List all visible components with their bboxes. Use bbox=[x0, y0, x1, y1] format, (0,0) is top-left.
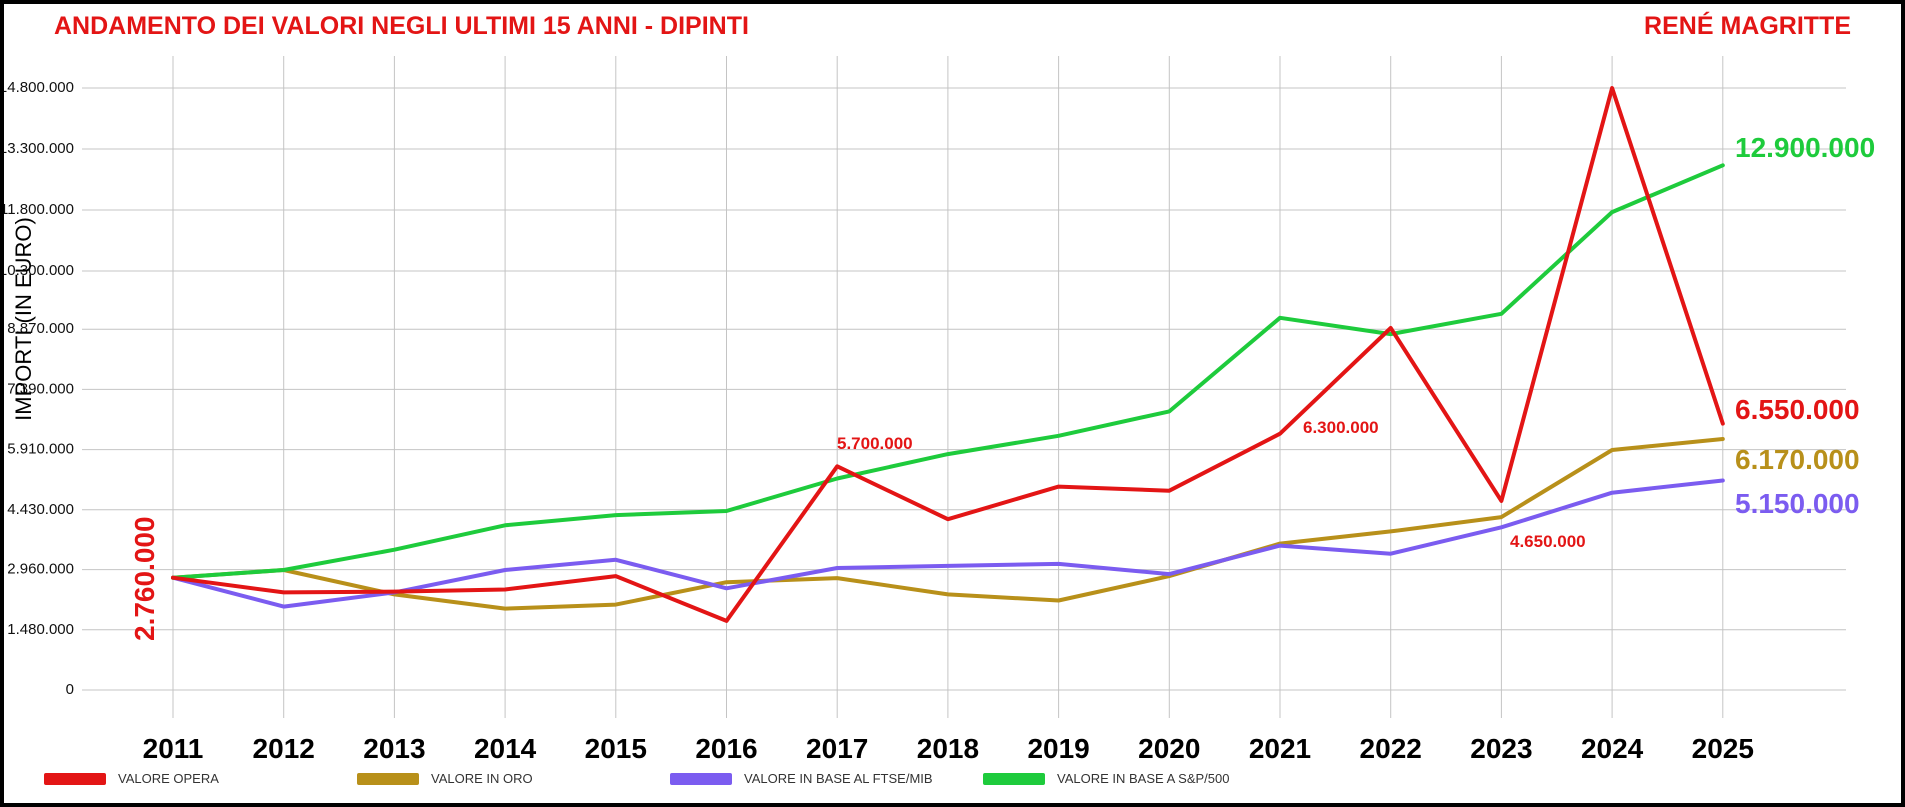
x-tick-label: 2022 bbox=[1360, 733, 1422, 764]
x-tick-label: 2023 bbox=[1470, 733, 1532, 764]
data-label: 6.170.000 bbox=[1735, 444, 1860, 475]
legend-label: VALORE OPERA bbox=[118, 771, 219, 786]
chart-frame: ANDAMENTO DEI VALORI NEGLI ULTIMI 15 ANN… bbox=[4, 4, 1901, 803]
legend-swatch bbox=[44, 772, 106, 785]
legend-label: VALORE IN BASE AL FTSE/MIB bbox=[744, 771, 933, 786]
y-tick-label: 0 bbox=[66, 681, 74, 698]
legend-label: VALORE IN ORO bbox=[431, 771, 533, 786]
y-tick-label: 13.300.000 bbox=[4, 140, 74, 157]
x-axis-ticks: 2011 2012 2013 2014 2015 2016 2017 2018 2019 2020… bbox=[143, 733, 1754, 764]
y-tick-label: 11.800.000 bbox=[4, 201, 74, 218]
y-tick-label: 1.480.000 bbox=[7, 621, 74, 638]
x-tick-label: 2021 bbox=[1249, 733, 1311, 764]
x-tick-label: 2018 bbox=[917, 733, 979, 764]
legend-swatch bbox=[357, 772, 419, 785]
grid bbox=[82, 56, 1846, 718]
data-label: 5.150.000 bbox=[1735, 488, 1860, 519]
series-line bbox=[171, 478, 1725, 609]
x-tick-label: 2016 bbox=[695, 733, 757, 764]
data-label: 6.550.000 bbox=[1735, 394, 1860, 425]
line-chart: 0 1.480.000 2.960.000 4.430.000 5.910.000 7.3… bbox=[4, 56, 1875, 764]
legend-item: VALORE IN BASE A S&P/500 bbox=[983, 771, 1229, 786]
y-tick-label: 8.870.000 bbox=[7, 320, 74, 337]
x-tick-label: 2012 bbox=[253, 733, 315, 764]
legend-swatch bbox=[983, 772, 1045, 785]
data-label: 12.900.000 bbox=[1735, 132, 1875, 163]
x-tick-label: 2020 bbox=[1138, 733, 1200, 764]
series-line bbox=[171, 163, 1725, 580]
y-tick-label: 7.390.000 bbox=[7, 380, 74, 397]
x-tick-label: 2014 bbox=[474, 733, 537, 764]
legend-item: VALORE OPERA bbox=[44, 771, 219, 786]
data-label: 6.300.000 bbox=[1303, 418, 1379, 437]
x-tick-label: 2024 bbox=[1581, 733, 1644, 764]
legend-item: VALORE IN BASE AL FTSE/MIB bbox=[670, 771, 933, 786]
legend: VALORE OPERA VALORE IN ORO VALORE IN BASE … bbox=[44, 771, 1344, 791]
legend-label: VALORE IN BASE A S&P/500 bbox=[1057, 771, 1230, 786]
x-tick-label: 2025 bbox=[1692, 733, 1754, 764]
legend-item: VALORE IN ORO bbox=[357, 771, 533, 786]
y-tick-label: 2.960.000 bbox=[7, 561, 74, 578]
data-label: 5.700.000 bbox=[837, 434, 913, 453]
y-tick-label: 4.430.000 bbox=[7, 501, 74, 518]
y-axis-ticks: 0 1.480.000 2.960.000 4.430.000 5.910.000 7.3… bbox=[4, 79, 74, 698]
annotations: 2.760.000 5.700.000 6.300.000 4.650.000 12.9… bbox=[129, 132, 1875, 641]
x-tick-label: 2011 bbox=[143, 733, 204, 764]
series-lines bbox=[171, 86, 1725, 623]
y-axis-label: IMPORTI (IN EURO) bbox=[11, 217, 36, 421]
x-tick-label: 2013 bbox=[363, 733, 425, 764]
x-tick-label: 2019 bbox=[1027, 733, 1089, 764]
y-tick-label: 10.300.000 bbox=[4, 262, 74, 279]
artist-name: RENÉ MAGRITTE bbox=[1644, 12, 1851, 40]
series-line bbox=[171, 86, 1725, 623]
data-label: 4.650.000 bbox=[1510, 532, 1586, 551]
x-tick-label: 2017 bbox=[806, 733, 868, 764]
legend-swatch bbox=[670, 772, 732, 785]
x-tick-label: 2015 bbox=[585, 733, 647, 764]
data-label: 2.760.000 bbox=[129, 516, 160, 641]
series-line bbox=[171, 437, 1725, 611]
y-tick-label: 14.800.000 bbox=[4, 79, 74, 96]
y-tick-label: 5.910.000 bbox=[7, 441, 74, 458]
chart-title: ANDAMENTO DEI VALORI NEGLI ULTIMI 15 ANN… bbox=[54, 12, 749, 40]
